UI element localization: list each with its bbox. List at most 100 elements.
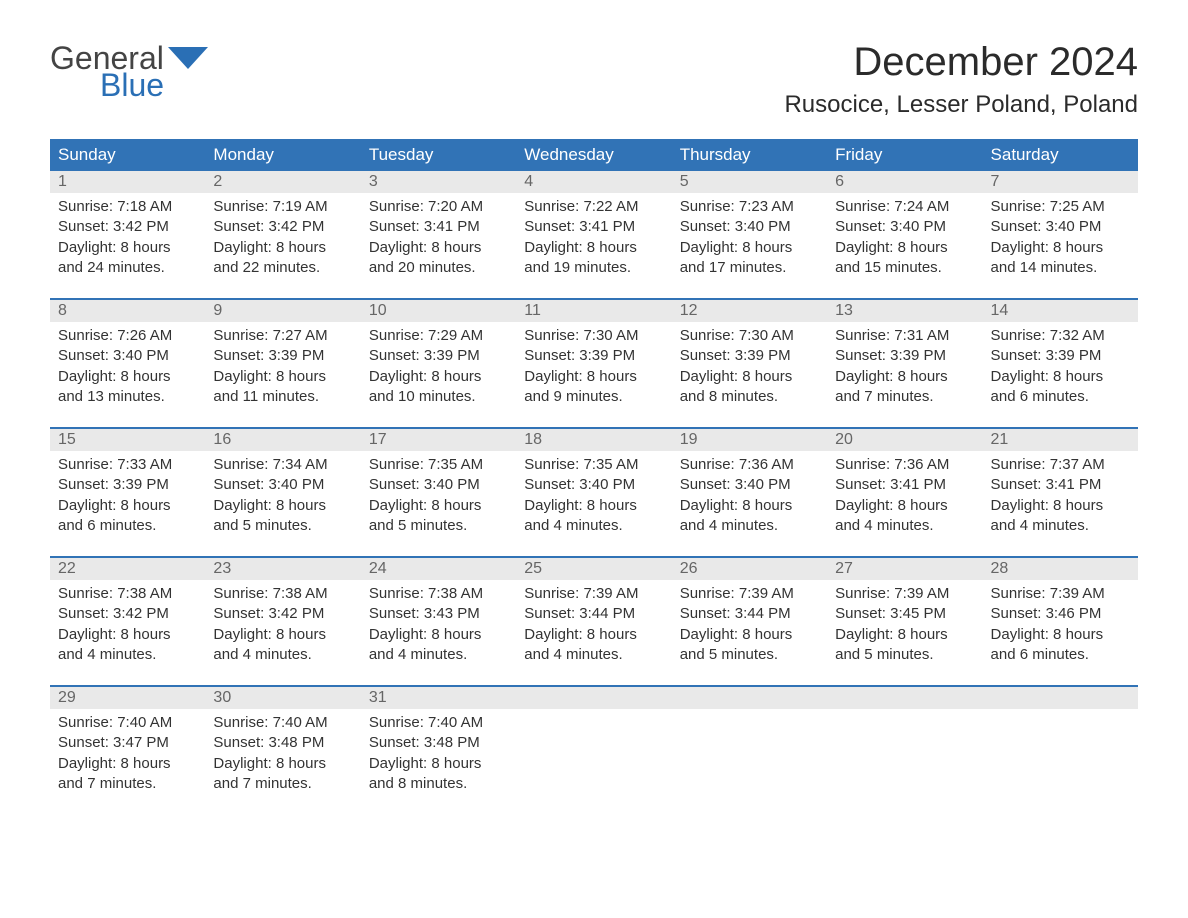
day-details: Sunrise: 7:36 AMSunset: 3:41 PMDaylight:… (827, 451, 982, 544)
day-number: 7 (983, 171, 1138, 193)
sunset-text: Sunset: 3:46 PM (991, 604, 1130, 624)
day-number: 26 (672, 558, 827, 580)
calendar-cell: 4Sunrise: 7:22 AMSunset: 3:41 PMDaylight… (516, 171, 671, 299)
sunrise-text: Sunrise: 7:20 AM (369, 197, 508, 217)
day-number: 28 (983, 558, 1138, 580)
daylight-text-1: Daylight: 8 hours (213, 754, 352, 774)
daylight-text-2: and 6 minutes. (991, 645, 1130, 665)
day-number: 27 (827, 558, 982, 580)
daylight-text-2: and 4 minutes. (369, 645, 508, 665)
calendar-cell: 16Sunrise: 7:34 AMSunset: 3:40 PMDayligh… (205, 429, 360, 557)
daylight-text-2: and 5 minutes. (369, 516, 508, 536)
sunset-text: Sunset: 3:41 PM (524, 217, 663, 237)
day-details: Sunrise: 7:32 AMSunset: 3:39 PMDaylight:… (983, 322, 1138, 415)
day-details: Sunrise: 7:39 AMSunset: 3:44 PMDaylight:… (672, 580, 827, 673)
sunset-text: Sunset: 3:48 PM (369, 733, 508, 753)
day-number-empty (516, 687, 671, 709)
page-header: General Blue December 2024 Rusocice, Les… (50, 40, 1138, 119)
calendar-cell: 22Sunrise: 7:38 AMSunset: 3:42 PMDayligh… (50, 558, 205, 686)
day-details: Sunrise: 7:26 AMSunset: 3:40 PMDaylight:… (50, 322, 205, 415)
sunrise-text: Sunrise: 7:29 AM (369, 326, 508, 346)
weekday-header: Sunday (50, 139, 205, 171)
day-number-empty (672, 687, 827, 709)
sunrise-text: Sunrise: 7:27 AM (213, 326, 352, 346)
sunset-text: Sunset: 3:42 PM (58, 604, 197, 624)
sunrise-text: Sunrise: 7:39 AM (680, 584, 819, 604)
sunrise-text: Sunrise: 7:22 AM (524, 197, 663, 217)
day-number: 2 (205, 171, 360, 193)
sunrise-text: Sunrise: 7:38 AM (369, 584, 508, 604)
sunrise-text: Sunrise: 7:30 AM (524, 326, 663, 346)
daylight-text-1: Daylight: 8 hours (524, 625, 663, 645)
sunrise-text: Sunrise: 7:33 AM (58, 455, 197, 475)
sunrise-text: Sunrise: 7:39 AM (524, 584, 663, 604)
daylight-text-2: and 5 minutes. (213, 516, 352, 536)
day-number: 5 (672, 171, 827, 193)
sunset-text: Sunset: 3:40 PM (991, 217, 1130, 237)
sunset-text: Sunset: 3:42 PM (213, 604, 352, 624)
day-number: 29 (50, 687, 205, 709)
day-number: 11 (516, 300, 671, 322)
calendar-cell (983, 687, 1138, 815)
day-details: Sunrise: 7:30 AMSunset: 3:39 PMDaylight:… (672, 322, 827, 415)
week-row: 22Sunrise: 7:38 AMSunset: 3:42 PMDayligh… (50, 558, 1138, 686)
sunset-text: Sunset: 3:43 PM (369, 604, 508, 624)
day-number-empty (827, 687, 982, 709)
week-row: 1Sunrise: 7:18 AMSunset: 3:42 PMDaylight… (50, 171, 1138, 299)
day-details: Sunrise: 7:35 AMSunset: 3:40 PMDaylight:… (516, 451, 671, 544)
flag-icon (168, 47, 208, 69)
day-number: 24 (361, 558, 516, 580)
calendar-cell: 13Sunrise: 7:31 AMSunset: 3:39 PMDayligh… (827, 300, 982, 428)
day-details: Sunrise: 7:27 AMSunset: 3:39 PMDaylight:… (205, 322, 360, 415)
day-details: Sunrise: 7:40 AMSunset: 3:48 PMDaylight:… (361, 709, 516, 802)
day-number-empty (983, 687, 1138, 709)
week-row: 15Sunrise: 7:33 AMSunset: 3:39 PMDayligh… (50, 429, 1138, 557)
sunset-text: Sunset: 3:39 PM (58, 475, 197, 495)
calendar-cell: 8Sunrise: 7:26 AMSunset: 3:40 PMDaylight… (50, 300, 205, 428)
sunrise-text: Sunrise: 7:36 AM (835, 455, 974, 475)
daylight-text-1: Daylight: 8 hours (680, 367, 819, 387)
calendar-cell: 5Sunrise: 7:23 AMSunset: 3:40 PMDaylight… (672, 171, 827, 299)
daylight-text-1: Daylight: 8 hours (58, 496, 197, 516)
day-number: 20 (827, 429, 982, 451)
sunrise-text: Sunrise: 7:18 AM (58, 197, 197, 217)
daylight-text-2: and 6 minutes. (58, 516, 197, 536)
daylight-text-2: and 20 minutes. (369, 258, 508, 278)
day-number: 23 (205, 558, 360, 580)
sunset-text: Sunset: 3:47 PM (58, 733, 197, 753)
day-number: 13 (827, 300, 982, 322)
calendar-cell: 18Sunrise: 7:35 AMSunset: 3:40 PMDayligh… (516, 429, 671, 557)
sunset-text: Sunset: 3:40 PM (213, 475, 352, 495)
calendar-cell: 23Sunrise: 7:38 AMSunset: 3:42 PMDayligh… (205, 558, 360, 686)
daylight-text-1: Daylight: 8 hours (524, 238, 663, 258)
sunrise-text: Sunrise: 7:23 AM (680, 197, 819, 217)
daylight-text-1: Daylight: 8 hours (680, 496, 819, 516)
daylight-text-2: and 7 minutes. (835, 387, 974, 407)
sunrise-text: Sunrise: 7:40 AM (58, 713, 197, 733)
day-details: Sunrise: 7:36 AMSunset: 3:40 PMDaylight:… (672, 451, 827, 544)
daylight-text-1: Daylight: 8 hours (991, 238, 1130, 258)
daylight-text-2: and 10 minutes. (369, 387, 508, 407)
daylight-text-1: Daylight: 8 hours (58, 754, 197, 774)
daylight-text-2: and 4 minutes. (680, 516, 819, 536)
sunset-text: Sunset: 3:42 PM (213, 217, 352, 237)
weekday-header: Saturday (983, 139, 1138, 171)
daylight-text-2: and 13 minutes. (58, 387, 197, 407)
daylight-text-1: Daylight: 8 hours (58, 238, 197, 258)
daylight-text-1: Daylight: 8 hours (524, 367, 663, 387)
sunset-text: Sunset: 3:44 PM (680, 604, 819, 624)
day-details: Sunrise: 7:35 AMSunset: 3:40 PMDaylight:… (361, 451, 516, 544)
day-details: Sunrise: 7:29 AMSunset: 3:39 PMDaylight:… (361, 322, 516, 415)
calendar-cell: 25Sunrise: 7:39 AMSunset: 3:44 PMDayligh… (516, 558, 671, 686)
day-details: Sunrise: 7:23 AMSunset: 3:40 PMDaylight:… (672, 193, 827, 286)
daylight-text-1: Daylight: 8 hours (369, 367, 508, 387)
day-number: 9 (205, 300, 360, 322)
daylight-text-1: Daylight: 8 hours (991, 625, 1130, 645)
daylight-text-2: and 9 minutes. (524, 387, 663, 407)
sunset-text: Sunset: 3:45 PM (835, 604, 974, 624)
calendar-cell: 19Sunrise: 7:36 AMSunset: 3:40 PMDayligh… (672, 429, 827, 557)
week-row: 29Sunrise: 7:40 AMSunset: 3:47 PMDayligh… (50, 687, 1138, 815)
daylight-text-2: and 7 minutes. (58, 774, 197, 794)
daylight-text-2: and 6 minutes. (991, 387, 1130, 407)
sunrise-text: Sunrise: 7:26 AM (58, 326, 197, 346)
